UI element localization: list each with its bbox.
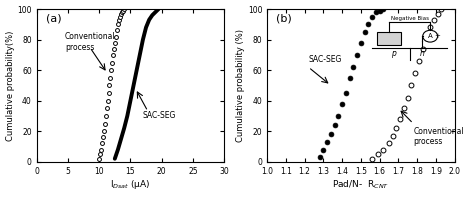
Text: SAC-SEG: SAC-SEG: [309, 55, 342, 64]
Y-axis label: Cumulative probability(%): Cumulative probability(%): [6, 30, 15, 141]
Text: Conventional
process: Conventional process: [413, 127, 464, 146]
Text: Conventional
process: Conventional process: [65, 33, 116, 52]
X-axis label: Pad/N-  R$_{CNT}$: Pad/N- R$_{CNT}$: [332, 178, 390, 191]
Y-axis label: Cumulative probability (%): Cumulative probability (%): [236, 29, 245, 142]
Text: (a): (a): [46, 14, 62, 24]
Text: (b): (b): [276, 14, 292, 24]
Text: SAC-SEG: SAC-SEG: [143, 111, 176, 120]
X-axis label: I$_{Dsat}$ (μA): I$_{Dsat}$ (μA): [110, 178, 151, 191]
